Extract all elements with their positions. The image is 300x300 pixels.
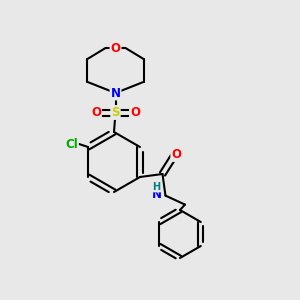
Text: O: O bbox=[110, 41, 121, 55]
Text: H: H bbox=[152, 182, 160, 192]
Text: O: O bbox=[171, 148, 181, 161]
Text: S: S bbox=[111, 106, 120, 119]
Text: Cl: Cl bbox=[65, 137, 78, 151]
Text: N: N bbox=[152, 188, 161, 201]
Text: O: O bbox=[130, 106, 140, 119]
Text: N: N bbox=[110, 86, 121, 100]
Text: O: O bbox=[91, 106, 101, 119]
